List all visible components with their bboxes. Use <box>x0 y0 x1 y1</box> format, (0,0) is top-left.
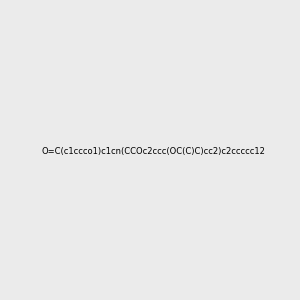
Text: O=C(c1ccco1)c1cn(CCOc2ccc(OC(C)C)cc2)c2ccccc12: O=C(c1ccco1)c1cn(CCOc2ccc(OC(C)C)cc2)c2c… <box>42 147 266 156</box>
